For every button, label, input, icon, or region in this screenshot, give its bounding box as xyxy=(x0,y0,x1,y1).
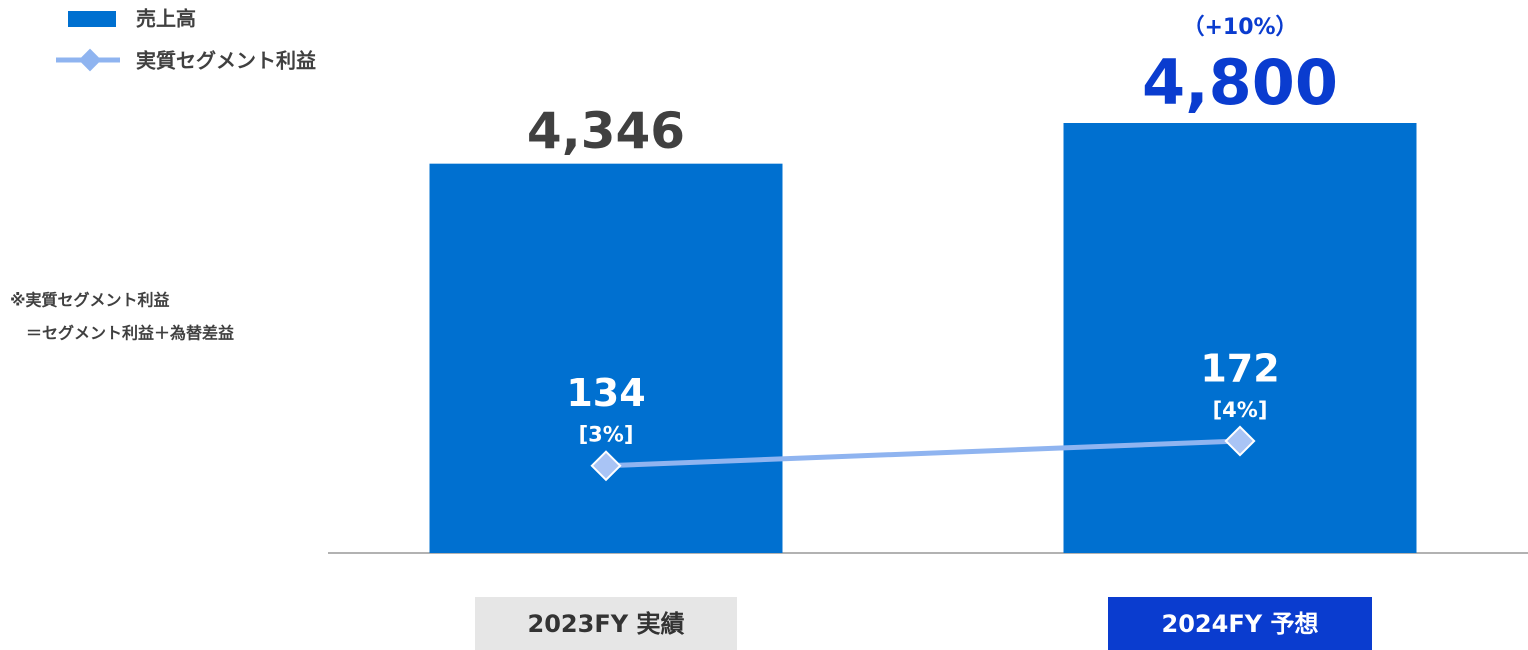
note-line: ＝セグメント利益＋為替差益 xyxy=(10,324,234,343)
line-value-label: 134 xyxy=(566,371,645,415)
category-box xyxy=(475,597,737,650)
legend-label: 売上高 xyxy=(136,7,196,31)
bar-value-label: 4,346 xyxy=(527,102,685,160)
x-tick-label: 2024FY 予想 xyxy=(1162,610,1319,638)
margin-label: [3%] xyxy=(579,423,634,447)
line-value-label: 172 xyxy=(1200,347,1279,391)
legend-swatch xyxy=(68,11,116,27)
annotation: （+10%） xyxy=(1182,15,1297,40)
note-line: ※実質セグメント利益 xyxy=(10,291,170,310)
line-marker xyxy=(590,450,622,482)
category-box xyxy=(1108,597,1372,650)
line-marker xyxy=(1224,425,1256,457)
bar xyxy=(429,163,783,553)
margin-label: [4%] xyxy=(1213,398,1268,422)
legend-marker xyxy=(78,48,102,72)
line xyxy=(605,438,1241,469)
legend-label: 実質セグメント利益 xyxy=(136,49,316,73)
bar-value-label: 4,800 xyxy=(1142,46,1338,119)
bar xyxy=(1063,123,1417,553)
x-tick-label: 2023FY 実績 xyxy=(528,610,685,638)
